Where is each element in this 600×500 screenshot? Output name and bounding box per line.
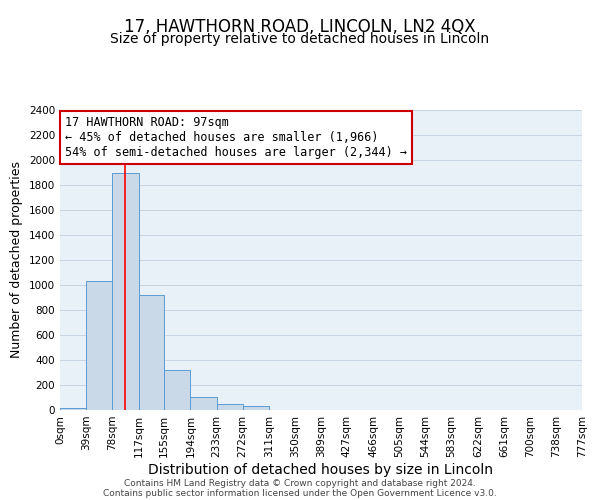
Bar — [112, 172, 139, 410]
Bar — [190, 397, 217, 410]
Text: Contains HM Land Registry data © Crown copyright and database right 2024.: Contains HM Land Registry data © Crown c… — [124, 478, 476, 488]
Bar — [217, 404, 243, 410]
Text: 17 HAWTHORN ROAD: 97sqm
← 45% of detached houses are smaller (1,966)
54% of semi: 17 HAWTHORN ROAD: 97sqm ← 45% of detache… — [65, 116, 407, 159]
Text: Size of property relative to detached houses in Lincoln: Size of property relative to detached ho… — [110, 32, 490, 46]
Bar — [164, 370, 190, 410]
Bar — [60, 408, 86, 410]
Bar — [243, 406, 269, 410]
Text: 17, HAWTHORN ROAD, LINCOLN, LN2 4QX: 17, HAWTHORN ROAD, LINCOLN, LN2 4QX — [124, 18, 476, 36]
Bar — [139, 295, 164, 410]
Y-axis label: Number of detached properties: Number of detached properties — [10, 162, 23, 358]
Bar — [86, 281, 112, 410]
Text: Contains public sector information licensed under the Open Government Licence v3: Contains public sector information licen… — [103, 488, 497, 498]
X-axis label: Distribution of detached houses by size in Lincoln: Distribution of detached houses by size … — [149, 462, 493, 476]
